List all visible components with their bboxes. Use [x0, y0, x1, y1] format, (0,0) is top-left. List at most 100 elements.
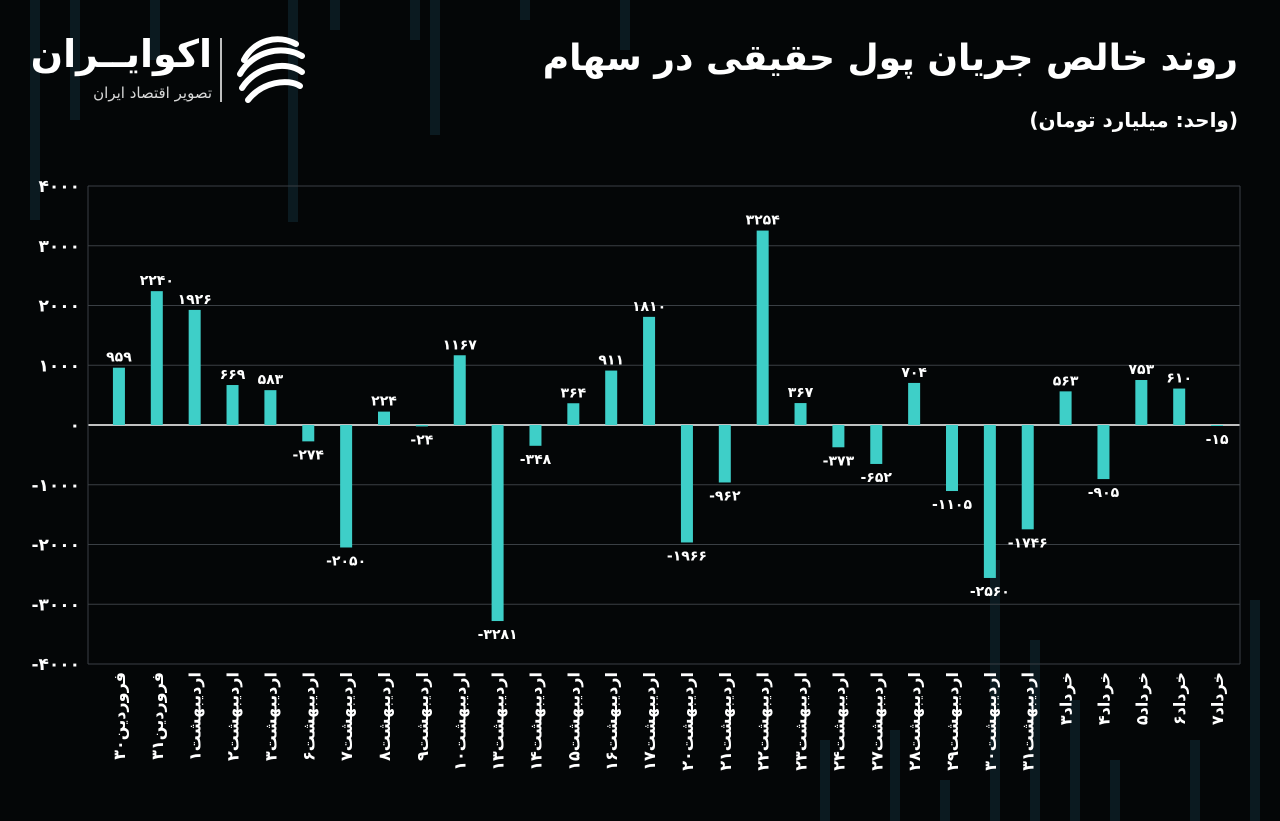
- bar: [946, 425, 958, 492]
- bar: [908, 382, 921, 425]
- x-tick-label: ۲۱اردیبهشت: [716, 672, 735, 771]
- bar: [983, 425, 996, 578]
- data-label: -۱۱۰۵: [932, 497, 972, 513]
- bar: [680, 425, 693, 543]
- bar: [1059, 391, 1072, 425]
- data-label: ۲۲۴۰: [140, 273, 174, 289]
- data-label: ۹۱۱: [598, 353, 624, 369]
- data-label: ۱۹۲۶: [178, 292, 212, 308]
- x-tick-label: ۳۱اردیبهشت: [1019, 672, 1038, 771]
- bar: [1135, 380, 1148, 425]
- y-tick-label: -۲۰۰۰: [31, 536, 80, 556]
- bar: [605, 370, 618, 425]
- bar: [1211, 425, 1224, 426]
- x-tick-label: ۳خرداد: [1057, 672, 1076, 725]
- data-label: ۱۱۶۷: [443, 337, 478, 353]
- x-tick-label: ۸اردیبهشت: [375, 672, 394, 761]
- x-tick-label: ۲۲اردیبهشت: [754, 672, 773, 771]
- data-label: ۵۶۳: [1053, 373, 1079, 389]
- y-tick-label: ۴۰۰۰: [38, 177, 80, 197]
- data-label: -۳۲۸۱: [478, 627, 518, 643]
- x-tick-label: ۴خرداد: [1094, 672, 1113, 725]
- background-candle: [1070, 700, 1080, 821]
- background-candle: [330, 0, 340, 30]
- chart-subtitle: (واحد: میلیارد تومان): [1029, 108, 1238, 132]
- data-label: ۹۵۹: [106, 350, 132, 366]
- background-candle: [620, 0, 630, 50]
- y-tick-label: -۱۰۰۰: [31, 476, 80, 496]
- x-tick-label: ۱۳اردیبهشت: [489, 672, 508, 771]
- data-label: -۲۵۶۰: [970, 584, 1010, 600]
- x-tick-label: ۲۰اردیبهشت: [678, 672, 697, 771]
- x-tick-label: ۷اردیبهشت: [337, 672, 356, 761]
- data-label: -۲۰۵۰: [326, 553, 366, 569]
- data-label: ۲۲۴: [371, 394, 397, 410]
- bar: [794, 403, 807, 425]
- data-label: -۳۷۳: [823, 453, 855, 469]
- background-candle: [1190, 740, 1200, 821]
- bar: [1021, 425, 1034, 530]
- background-candle: [520, 0, 530, 20]
- background-candle: [1030, 640, 1040, 821]
- background-candle: [1250, 600, 1260, 821]
- x-tick-label: ۱۴اردیبهشت: [526, 672, 545, 771]
- bar: [491, 425, 504, 622]
- data-label: -۹۰۵: [1088, 485, 1120, 501]
- grid-lines: [87, 185, 1241, 665]
- bar: [529, 425, 542, 446]
- x-axis-ticks: ۳۰فروردین ۳۱فروردین ۱اردیبهشت ۲اردیبهشت ۳ارد…: [110, 672, 1227, 771]
- data-label: -۱۵: [1206, 432, 1229, 448]
- y-tick-label: -۴۰۰۰: [31, 655, 80, 675]
- background-candle: [30, 0, 40, 220]
- data-label: ۳۶۷: [788, 385, 814, 401]
- data-label: ۷۰۴: [901, 365, 927, 381]
- data-label: -۳۴۸: [520, 452, 552, 468]
- data-label: ۵۸۳: [258, 372, 284, 388]
- bar: [378, 411, 390, 425]
- background-candle: [940, 780, 950, 821]
- background-candle: [70, 0, 80, 120]
- chart-title: روند خالص جریان پول حقیقی در سهام: [542, 38, 1238, 79]
- bar: [188, 309, 201, 425]
- brand-divider: [220, 38, 222, 102]
- x-tick-label: ۱اردیبهشت: [186, 672, 205, 761]
- bar: [832, 425, 845, 448]
- data-label: ۶۶۹: [220, 367, 246, 383]
- bars: [112, 230, 1224, 622]
- background-candle: [820, 740, 830, 821]
- data-label: ۶۱۰: [1166, 371, 1192, 387]
- bar: [150, 291, 163, 425]
- x-tick-label: ۲۹اردیبهشت: [943, 672, 962, 771]
- y-axis-ticks: ۴۰۰۰ ۳۰۰۰ ۲۰۰۰ ۱۰۰۰ ۰ -۱۰۰۰ -۲۰۰۰ -۳۰۰۰ -۴۰۰۰: [31, 177, 80, 675]
- x-tick-label: ۳۰اردیبهشت: [981, 672, 1000, 771]
- x-tick-label: ۳اردیبهشت: [261, 672, 280, 761]
- bar: [302, 425, 315, 442]
- x-tick-label: ۷خرداد: [1208, 672, 1227, 725]
- y-tick-label: -۳۰۰۰: [31, 595, 80, 615]
- background-candle: [288, 0, 298, 222]
- bar: [567, 403, 580, 425]
- background-candle: [890, 730, 900, 821]
- brand-name: اکوایــران: [30, 32, 212, 76]
- x-tick-label: ۲۳اردیبهشت: [792, 672, 811, 771]
- y-tick-label: ۲۰۰۰: [38, 297, 80, 317]
- data-label: ۷۵۳: [1129, 362, 1155, 378]
- bar: [112, 367, 125, 425]
- background-candle: [150, 0, 160, 60]
- background-candle: [410, 0, 420, 40]
- background-candle: [1110, 760, 1120, 821]
- data-label: -۱۹۶۶: [667, 548, 707, 564]
- bar: [415, 425, 428, 427]
- data-label: -۲۷۴: [293, 447, 325, 463]
- background-candle: [430, 0, 440, 135]
- swirl-stripes-icon: [237, 36, 305, 103]
- bar: [756, 230, 769, 425]
- bar: [340, 425, 353, 548]
- data-label: -۲۴: [410, 432, 433, 448]
- y-tick-label: ۰: [70, 416, 80, 436]
- bar: [226, 385, 239, 425]
- bar: [643, 316, 656, 425]
- bar: [453, 355, 466, 425]
